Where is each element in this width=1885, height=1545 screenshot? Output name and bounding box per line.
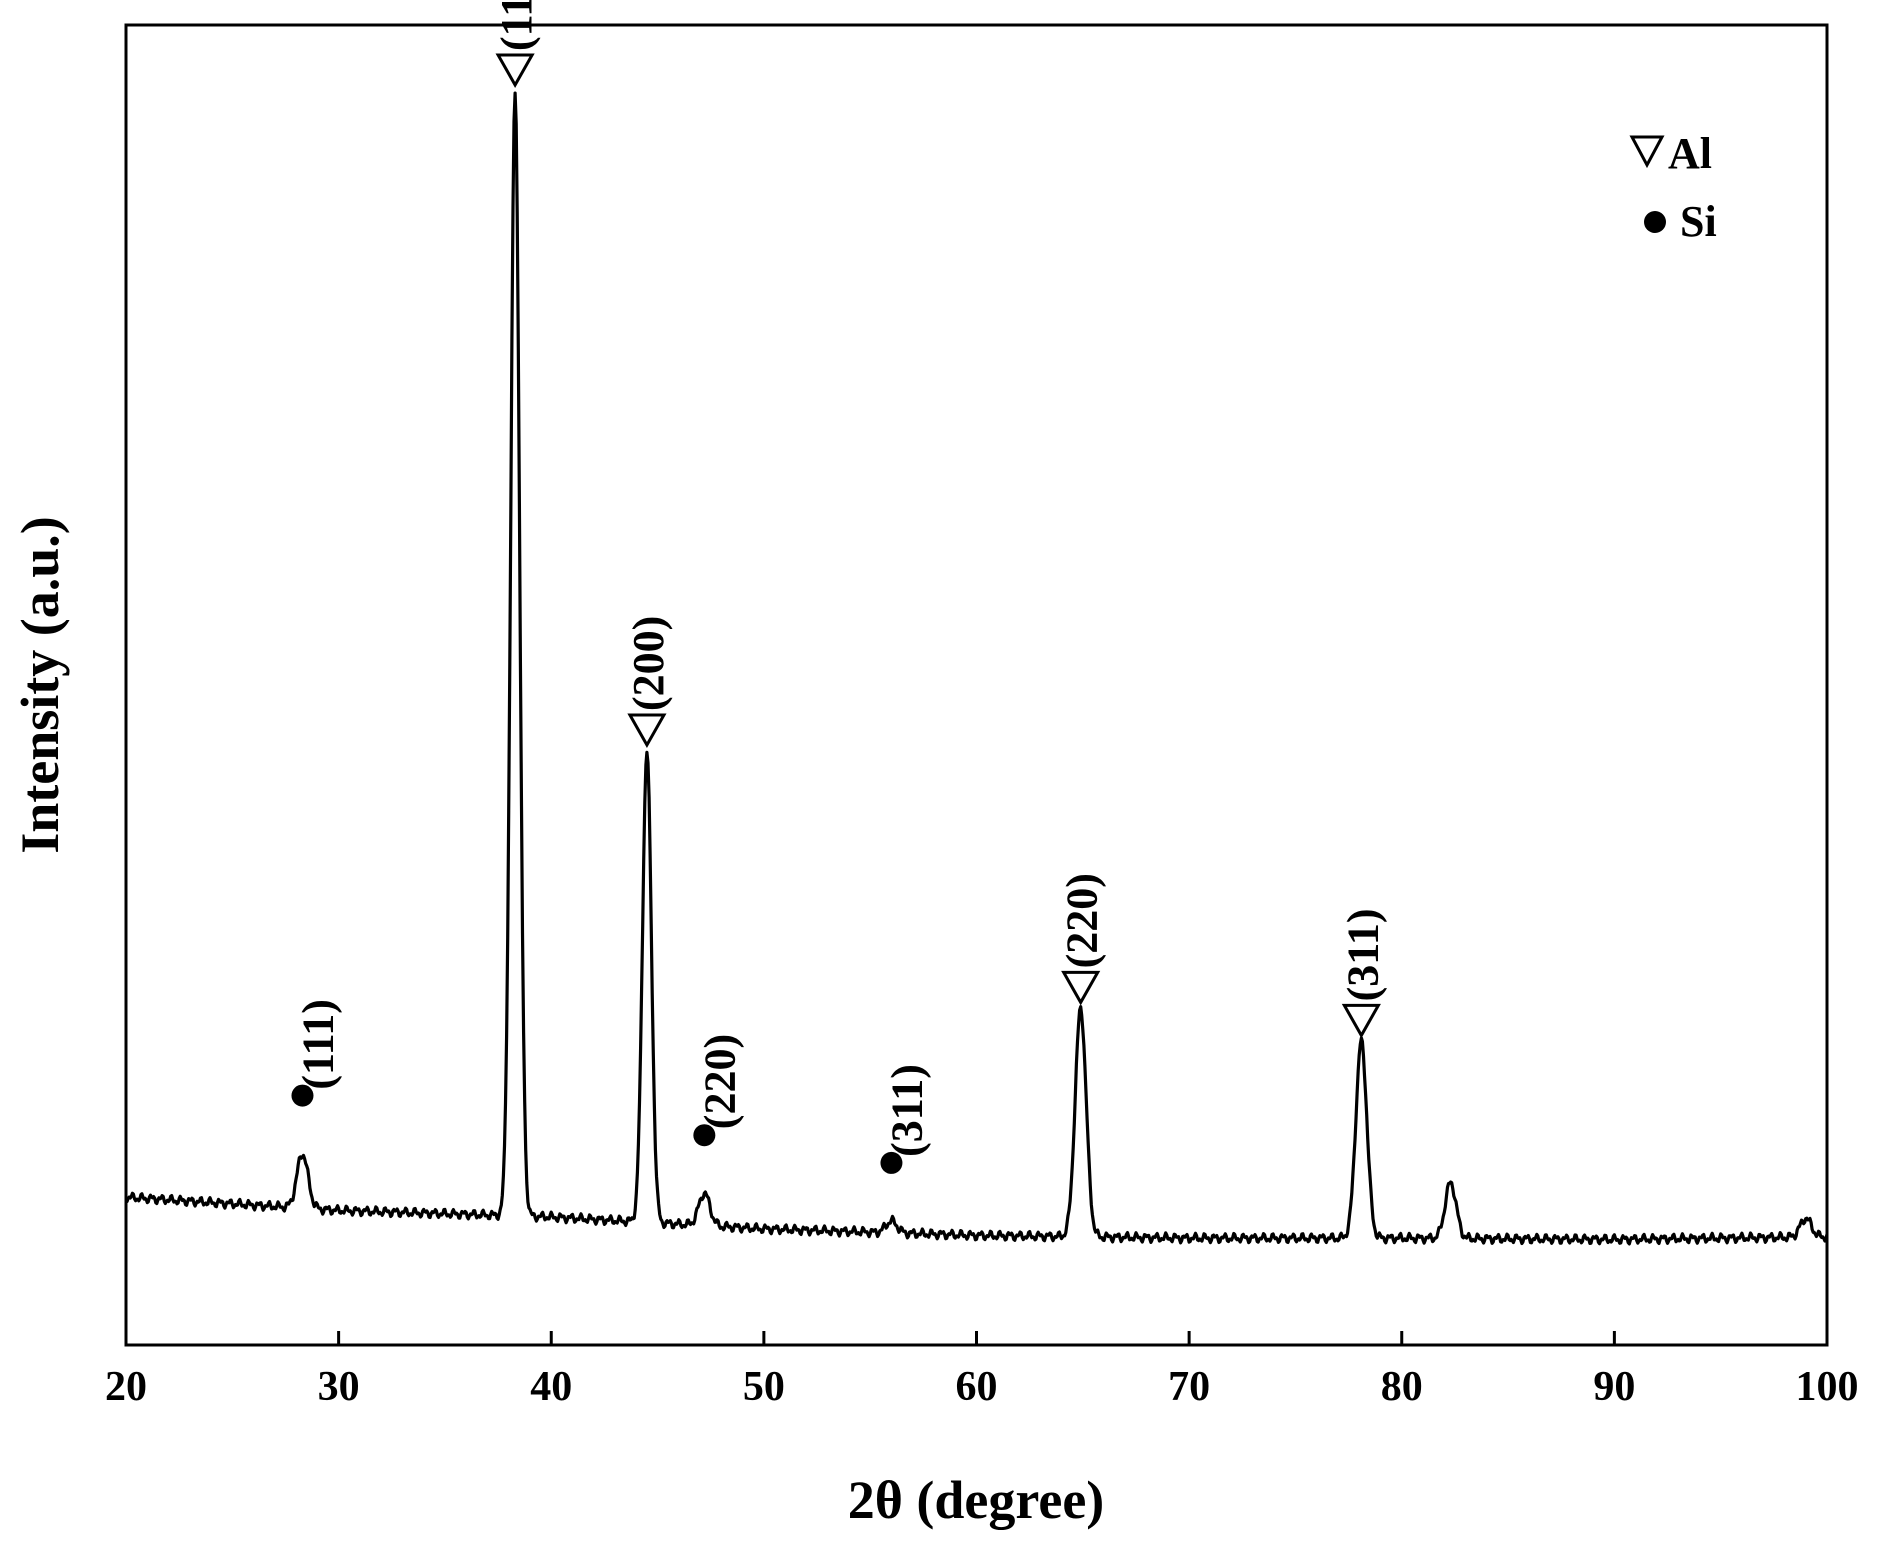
x-tick-label-3: 50 [743,1364,785,1410]
al-peak-marker-2 [627,713,667,749]
al-peak-marker-1 [495,53,535,89]
peak-label-1: (111) [492,0,541,51]
si-peak-marker-4 [880,1151,903,1174]
si-peak-marker-0 [291,1084,314,1107]
x-tick-label-6: 80 [1381,1364,1423,1410]
legend-si-label: Si [1680,197,1717,246]
x-tick-label-8: 100 [1796,1364,1859,1410]
peak-label-0: (111) [293,999,342,1089]
peak-label-6: (311) [1338,909,1387,1002]
x-tick-label-2: 40 [530,1364,572,1410]
x-axis-title: 2θ (degree) [848,1470,1105,1530]
x-tick-label-4: 60 [956,1364,998,1410]
x-tick-label-1: 30 [318,1364,360,1410]
al-peak-marker-6 [1341,1003,1381,1039]
x-tick-label-7: 90 [1593,1364,1635,1410]
legend: Al Si [1629,129,1717,246]
x-axis-ticks: 20 30 40 50 60 70 80 90 100 [105,1331,1859,1410]
si-peak-marker-3 [693,1124,716,1147]
legend-si-dot-icon [1644,211,1666,233]
peak-label-5: (220) [1058,873,1107,968]
trace-layer [124,91,1829,1246]
legend-al-triangle-icon [1629,135,1665,169]
legend-al-label: Al [1668,129,1712,178]
xrd-trace [124,91,1829,1246]
peak-label-3: (220) [695,1034,744,1129]
al-peak-marker-5 [1061,970,1101,1006]
x-tick-label-0: 20 [105,1364,147,1410]
plot-frame [124,23,1829,1347]
y-axis-title: Intensity (a.u.) [10,516,70,854]
peak-label-2: (200) [624,616,673,711]
peak-label-4: (311) [882,1064,931,1157]
peak-annotations: (111) (111) (200) (220) (311) (220) (311) [291,0,1387,1174]
x-tick-label-5: 70 [1168,1364,1210,1410]
